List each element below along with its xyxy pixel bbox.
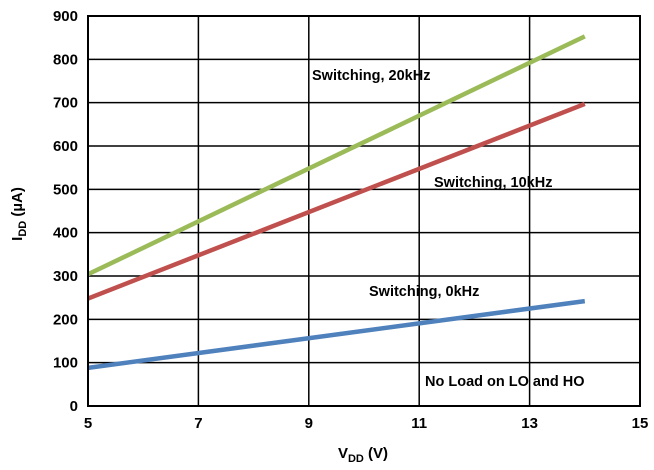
series-label-0khz: Switching, 0kHz	[369, 284, 479, 300]
y-tick-label: 200	[53, 311, 78, 328]
series-line-20khz	[87, 34, 586, 277]
series-line-0khz	[87, 298, 586, 371]
y-tick-label: 0	[70, 398, 78, 415]
series-label-10khz: Switching, 10kHz	[434, 175, 552, 191]
y-tick-label: 500	[53, 181, 78, 198]
x-tick-label: 9	[305, 415, 313, 432]
x-tick-label: 13	[521, 415, 538, 432]
series-lines	[87, 34, 586, 371]
y-tick-label: 600	[53, 138, 78, 155]
x-axis-title-sub: DD	[348, 453, 364, 465]
plot-frame	[87, 15, 641, 407]
y-tick-label: 300	[53, 268, 78, 285]
y-axis-title-sub: DD	[17, 221, 29, 237]
annotation-no-load: No Load on LO and HO	[425, 374, 585, 390]
x-tick-label: 15	[632, 415, 649, 432]
x-tick-label: 11	[411, 415, 427, 432]
y-tick-label: 900	[53, 8, 78, 25]
y-axis-title-main: I	[9, 237, 26, 241]
y-axis-title-unit: (µA)	[9, 187, 26, 221]
y-tick-label: 400	[53, 225, 78, 242]
x-axis-title-unit: (V)	[364, 445, 388, 462]
y-tick-label: 100	[53, 355, 78, 372]
tick-labels: 5 7 9 11 13 15 0 100 200 300 400 500 600 700 800 900	[53, 8, 648, 432]
series-label-20khz: Switching, 20kHz	[312, 68, 430, 84]
series-line-10khz	[87, 101, 586, 301]
x-axis-title-main: V	[338, 445, 348, 462]
y-tick-label: 700	[53, 95, 78, 112]
y-tick-label: 800	[53, 51, 78, 68]
x-tick-label: 5	[84, 415, 92, 432]
x-axis-title: VDD (V)	[338, 445, 388, 465]
y-axis-title: IDD (µA)	[9, 187, 29, 241]
x-tick-label: 7	[194, 415, 202, 432]
